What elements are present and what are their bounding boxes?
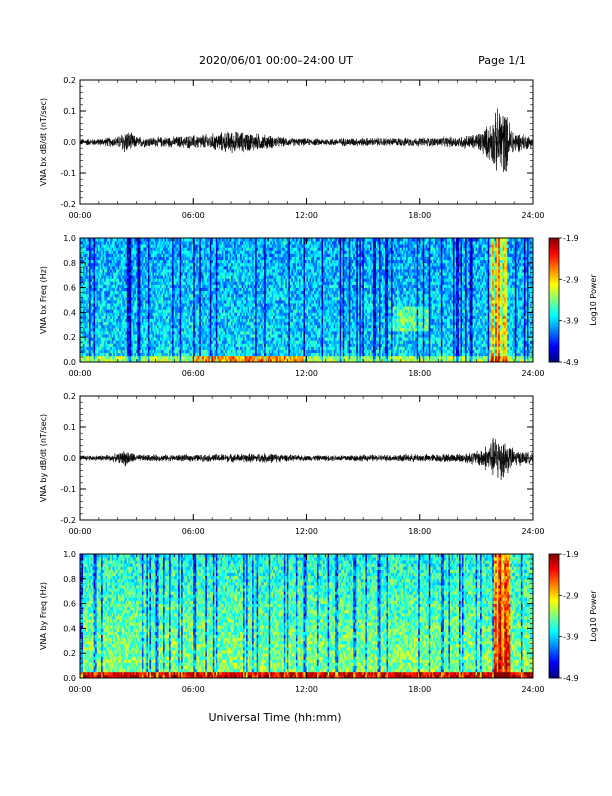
- waveform-series: [80, 109, 533, 172]
- spectrogram-cells: [80, 238, 533, 362]
- y-tick-label: 0.0: [63, 138, 76, 147]
- panels: 00:00 06:00 12:00 18:00 24:00 0.2 0.1 0.0 -0.1 -0…: [39, 76, 598, 694]
- x-tick-label: 00:00: [68, 211, 91, 220]
- x-tick-label: 18:00: [408, 211, 431, 220]
- x-tick-label: 12:00: [295, 211, 318, 220]
- y-axis-label: VNA bx dB/dt (nT/sec): [39, 98, 48, 186]
- y-tick-label: 0.1: [63, 107, 76, 116]
- y-tick-label: -0.1: [60, 169, 76, 178]
- x-tick-label: 24:00: [521, 211, 544, 220]
- figure-title: 2020/06/01 00:00–24:00 UT: [199, 54, 353, 67]
- x-tick-label: 06:00: [182, 211, 205, 220]
- y-tick-label: 0.2: [63, 76, 76, 85]
- y-tick-label: -0.2: [60, 200, 76, 209]
- page-label: Page 1/1: [478, 54, 526, 67]
